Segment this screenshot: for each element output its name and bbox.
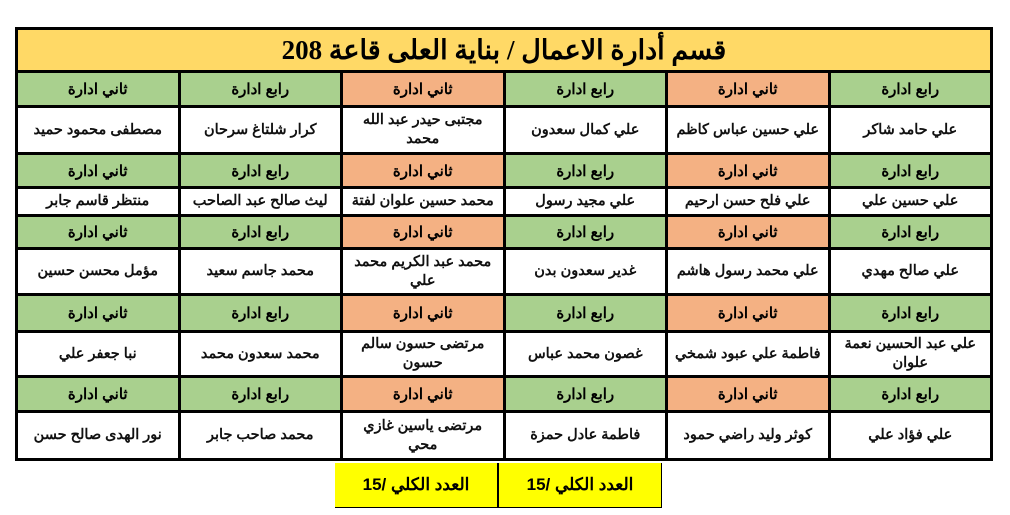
student-name-cell: علي محمد رسول هاشم <box>665 247 831 296</box>
grade-cell: ثاني ادارة <box>15 214 181 250</box>
student-name-cell: غدير سعدون بدن <box>502 247 668 296</box>
student-name-cell: علي حسين عباس كاظم <box>665 105 831 155</box>
totals-row: العدد الكلي /15 العدد الكلي /15 <box>335 463 662 508</box>
grade-cell: رابع ادارة <box>827 152 993 189</box>
student-name-cell: علي مجيد رسول <box>502 186 668 217</box>
total-count-cell: العدد الكلي /15 <box>335 463 498 508</box>
grade-header-row: رابع ادارة ثاني ادارة رابع ادارة ثاني ادارة… <box>15 152 993 189</box>
grade-cell: رابع ادارة <box>502 375 668 413</box>
grade-cell: ثاني ادارة <box>340 375 506 413</box>
student-name-cell: علي صالح مهدي <box>827 247 993 296</box>
grade-cell: رابع ادارة <box>827 70 993 108</box>
grade-cell: ثاني ادارة <box>665 375 831 413</box>
grade-cell: ثاني ادارة <box>15 152 181 189</box>
grade-cell: ثاني ادارة <box>665 152 831 189</box>
student-name-cell: فاطمة علي عبود شمخي <box>665 330 831 378</box>
student-name-cell: منتظر قاسم جابر <box>15 186 181 217</box>
grade-cell: ثاني ادارة <box>665 70 831 108</box>
student-name-cell: محمد سعدون محمد <box>177 330 343 378</box>
student-name-cell: كوثر وليد راضي حمود <box>665 410 831 461</box>
grade-cell: رابع ادارة <box>502 152 668 189</box>
grade-cell: ثاني ادارة <box>15 293 181 333</box>
student-name-cell: كرار شلتاغ سرحان <box>177 105 343 155</box>
student-name-cell: مجتبى حيدر عبد الله محمد <box>340 105 506 155</box>
page-title: قسم أدارة الاعمال / بناية العلى قاعة 208 <box>15 27 993 73</box>
total-count-cell: العدد الكلي /15 <box>498 463 662 508</box>
grade-cell: رابع ادارة <box>827 375 993 413</box>
student-row: علي فؤاد علي كوثر وليد راضي حمود فاطمة عاد… <box>15 410 993 461</box>
grade-cell: ثاني ادارة <box>340 70 506 108</box>
student-row: علي صالح مهدي علي محمد رسول هاشم غدير سعدو… <box>15 247 993 296</box>
grade-cell: رابع ادارة <box>502 70 668 108</box>
grade-cell: رابع ادارة <box>177 293 343 333</box>
student-name-cell: مصطفى محمود حميد <box>15 105 181 155</box>
grade-header-row: رابع ادارة ثاني ادارة رابع ادارة ثاني ادارة… <box>15 293 993 333</box>
grade-cell: ثاني ادارة <box>665 214 831 250</box>
student-name-cell: علي حسين علي <box>827 186 993 217</box>
seating-table: قسم أدارة الاعمال / بناية العلى قاعة 208… <box>15 27 993 461</box>
grade-cell: ثاني ادارة <box>340 152 506 189</box>
student-name-cell: نور الهدى صالح حسن <box>15 410 181 461</box>
student-name-cell: علي فؤاد علي <box>827 410 993 461</box>
grade-cell: ثاني ادارة <box>340 293 506 333</box>
student-name-cell: ليث صالح عبد الصاحب <box>177 186 343 217</box>
grade-cell: رابع ادارة <box>177 70 343 108</box>
student-name-cell: محمد حسين علوان لفتة <box>340 186 506 217</box>
grade-cell: رابع ادارة <box>502 293 668 333</box>
student-name-cell: فاطمة عادل حمزة <box>502 410 668 461</box>
grade-header-row: رابع ادارة ثاني ادارة رابع ادارة ثاني ادارة… <box>15 214 993 250</box>
grade-cell: ثاني ادارة <box>15 70 181 108</box>
grade-cell: رابع ادارة <box>177 375 343 413</box>
student-name-cell: مؤمل محسن حسين <box>15 247 181 296</box>
grade-cell: رابع ادارة <box>827 293 993 333</box>
student-name-cell: محمد جاسم سعيد <box>177 247 343 296</box>
grade-header-row: رابع ادارة ثاني ادارة رابع ادارة ثاني ادارة… <box>15 375 993 413</box>
student-name-cell: علي فلح حسن ارحيم <box>665 186 831 217</box>
student-row: علي عبد الحسين نعمة علوان فاطمة علي عبود … <box>15 330 993 378</box>
student-name-cell: غصون محمد عباس <box>502 330 668 378</box>
student-name-cell: مرتضى حسون سالم حسون <box>340 330 506 378</box>
grade-cell: ثاني ادارة <box>340 214 506 250</box>
grade-cell: رابع ادارة <box>177 214 343 250</box>
grade-cell: رابع ادارة <box>177 152 343 189</box>
student-name-cell: محمد صاحب جابر <box>177 410 343 461</box>
student-name-cell: نبا جعفر علي <box>15 330 181 378</box>
grade-header-row: رابع ادارة ثاني ادارة رابع ادارة ثاني ادارة… <box>15 70 993 108</box>
grade-cell: رابع ادارة <box>502 214 668 250</box>
grade-cell: ثاني ادارة <box>15 375 181 413</box>
student-name-cell: علي كمال سعدون <box>502 105 668 155</box>
grade-cell: ثاني ادارة <box>665 293 831 333</box>
student-row: علي حامد شاكر علي حسين عباس كاظم علي كمال … <box>15 105 993 155</box>
student-name-cell: علي حامد شاكر <box>827 105 993 155</box>
student-name-cell: مرتضى ياسين غازي محي <box>340 410 506 461</box>
student-name-cell: علي عبد الحسين نعمة علوان <box>827 330 993 378</box>
student-row: علي حسين علي علي فلح حسن ارحيم علي مجيد رس… <box>15 186 993 217</box>
grade-cell: رابع ادارة <box>827 214 993 250</box>
student-name-cell: محمد عبد الكريم محمد علي <box>340 247 506 296</box>
